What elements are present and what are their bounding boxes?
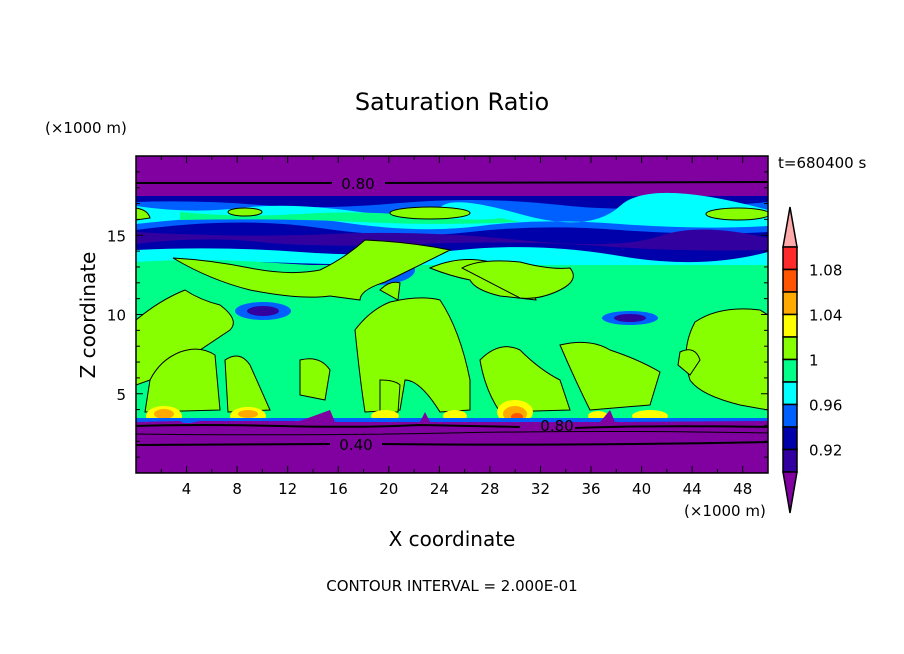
dry-pocket-core — [247, 306, 279, 316]
contour-label: 0.80 — [540, 417, 573, 435]
colorbar-label: 1.04 — [809, 307, 842, 325]
contour-line — [136, 423, 768, 429]
colorbar-swatch — [782, 291, 798, 316]
colorbar-swatch — [782, 246, 798, 271]
colorbar-swatch — [782, 381, 798, 406]
y-tick-label: 15 — [107, 227, 126, 245]
contour-line — [136, 431, 768, 436]
lime-region — [379, 281, 401, 301]
colorbar-swatch — [782, 313, 798, 338]
colorbar-under-triangle — [782, 471, 798, 514]
lime-region — [144, 348, 221, 413]
time-label: t=680400 s — [778, 154, 867, 172]
x-tick-label: 36 — [581, 480, 600, 498]
x-tick-label: 12 — [278, 480, 297, 498]
supersaturated-regions — [136, 206, 768, 413]
lime-region — [224, 355, 271, 413]
contour-field — [136, 156, 768, 473]
colorbar-swatch — [782, 358, 798, 383]
lime-region — [172, 239, 452, 301]
x-axis-label: X coordinate — [388, 527, 516, 551]
lime-region — [379, 379, 401, 413]
field-band-purple — [136, 229, 768, 251]
colorbar-swatch — [782, 403, 798, 428]
contour-lines — [136, 181, 768, 446]
contour-interval-label: CONTOUR INTERVAL = 2.000E-01 — [326, 577, 578, 595]
colorbar-swatch — [782, 426, 798, 451]
contour-label: 0.40 — [339, 436, 372, 454]
lime-region — [136, 207, 151, 221]
lime-region — [389, 206, 471, 220]
x-tick-label: 32 — [531, 480, 550, 498]
y-axis-unit: (×1000 m) — [45, 119, 127, 137]
colorbar-swatch — [782, 268, 798, 293]
lime-region — [227, 207, 263, 217]
lime-region — [479, 346, 571, 413]
colorbar-over-triangle — [782, 206, 798, 248]
colorbar-label: 1 — [809, 352, 819, 370]
x-tick-label: 16 — [329, 480, 348, 498]
contour-line — [136, 181, 768, 184]
dry-pocket-core — [614, 314, 646, 322]
x-axis-unit: (×1000 m) — [684, 502, 766, 520]
x-tick-label: 28 — [480, 480, 499, 498]
chart-title: Saturation Ratio — [354, 88, 550, 116]
lime-region — [460, 260, 574, 299]
colorbar-swatch — [782, 336, 798, 361]
x-tick-label: 4 — [182, 480, 192, 498]
contour-label: 0.80 — [341, 175, 374, 193]
lime-region — [677, 349, 701, 376]
x-tick-label: 48 — [733, 480, 752, 498]
contour-line — [136, 441, 768, 446]
y-tick-label: 5 — [116, 386, 126, 404]
core-orange — [238, 410, 258, 418]
x-tick-label: 44 — [683, 480, 702, 498]
field-cloudbase-blue — [136, 418, 768, 423]
x-tick-label: 20 — [379, 480, 398, 498]
colorbar-label: 1.08 — [809, 262, 842, 280]
lime-region — [705, 207, 768, 221]
colorbar-label: 0.92 — [809, 442, 842, 460]
colorbar-label: 0.96 — [809, 397, 842, 415]
core-orange — [154, 409, 174, 419]
x-tick-label: 40 — [632, 480, 651, 498]
colorbar-swatch — [782, 448, 798, 473]
x-tick-label: 8 — [232, 480, 242, 498]
field-band-green — [180, 212, 520, 224]
colorbar: 1.08 1.04 1 0.96 0.92 — [782, 206, 842, 514]
x-tick-label: 24 — [430, 480, 449, 498]
y-tick-label: 10 — [107, 307, 126, 325]
lime-region — [299, 358, 331, 401]
lime-region — [559, 341, 661, 411]
